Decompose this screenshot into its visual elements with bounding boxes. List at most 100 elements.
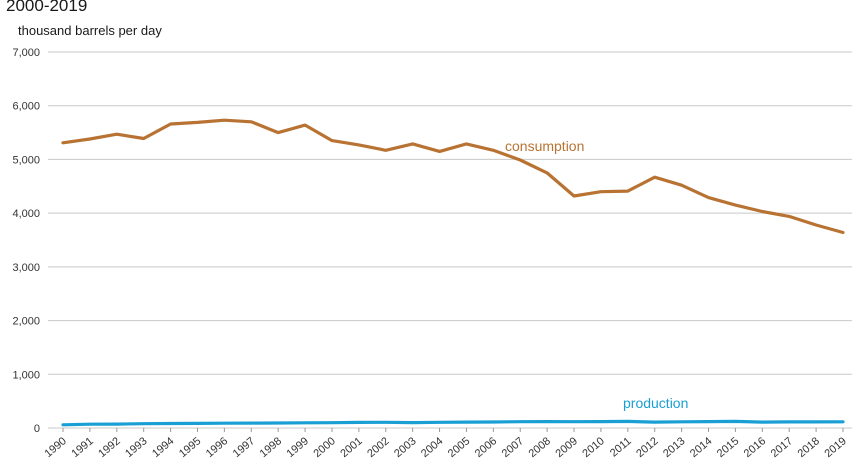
data-point-production [411, 421, 414, 424]
series-line-production [61, 419, 845, 427]
data-point-production [88, 423, 92, 426]
x-tick-label: 1990 [42, 435, 68, 460]
data-point-production [465, 420, 468, 424]
data-point-production [330, 421, 334, 424]
data-point-production [61, 423, 65, 426]
x-tick-label: 1999 [285, 435, 311, 460]
y-tick-label: 7,000 [12, 47, 40, 59]
x-tick-label: 2004 [419, 435, 445, 460]
x-tick-label: 2002 [365, 435, 391, 460]
data-point-production [680, 420, 683, 423]
data-point-consumption [653, 175, 656, 179]
x-tick-label: 2018 [796, 435, 822, 460]
x-axis-ticks: 1990 1991 1992 1993 1994 1995 1996 1997 1998 1999… [42, 428, 849, 460]
y-axis-ticks: 0 1,000 2,000 3,000 4,000 5,000 6,000 7,000 [12, 47, 40, 435]
series-label-consumption: consumption [505, 138, 584, 154]
x-tick-label: 2017 [769, 435, 795, 460]
data-point-production [276, 421, 280, 425]
y-tick-label: 5,000 [12, 154, 40, 166]
data-point-consumption [276, 131, 280, 134]
data-point-consumption [761, 210, 764, 213]
series-label-production: production [623, 395, 688, 411]
x-tick-label: 2011 [608, 435, 634, 459]
x-tick-label: 2009 [553, 435, 579, 460]
data-point-consumption [519, 158, 522, 162]
x-tick-label: 1996 [204, 435, 230, 460]
y-tick-label: 6,000 [12, 101, 40, 113]
x-tick-label: 2006 [473, 435, 499, 460]
data-point-production [707, 420, 710, 423]
data-point-consumption [492, 149, 495, 152]
series-line-consumption [61, 118, 845, 235]
x-tick-label: 2015 [715, 435, 741, 460]
data-point-production [841, 420, 845, 423]
data-point-consumption [626, 189, 630, 193]
data-point-consumption [303, 123, 307, 127]
x-tick-label: 1991 [69, 435, 95, 460]
data-point-production [196, 422, 199, 425]
x-tick-label: 2016 [742, 435, 768, 460]
x-tick-label: 2010 [580, 435, 606, 460]
data-point-production [572, 420, 576, 423]
data-point-production [223, 421, 226, 425]
x-tick-label: 1993 [123, 435, 149, 460]
data-point-consumption [330, 139, 334, 142]
data-point-consumption [223, 119, 226, 122]
data-point-production [734, 420, 737, 423]
x-tick-label: 2019 [822, 435, 848, 460]
data-point-production [653, 420, 656, 424]
data-point-production [814, 420, 818, 424]
data-point-consumption [169, 122, 172, 126]
y-tick-label: 1,000 [12, 369, 40, 381]
x-tick-label: 2013 [661, 435, 687, 460]
data-point-consumption [142, 137, 145, 140]
x-tick-label: 1992 [96, 435, 122, 460]
data-point-consumption [734, 203, 737, 207]
data-point-production [250, 421, 253, 425]
data-point-consumption [411, 142, 414, 146]
data-point-production [761, 420, 764, 424]
x-tick-label: 2003 [392, 435, 418, 460]
y-tick-label: 0 [34, 423, 40, 435]
data-point-consumption [841, 231, 845, 234]
data-point-consumption [115, 132, 118, 136]
data-point-consumption [250, 120, 253, 124]
y-axis-unit-label: thousand barrels per day [18, 23, 162, 38]
x-tick-label: 2012 [634, 435, 660, 460]
x-tick-label: 2008 [527, 435, 553, 460]
data-point-production [169, 422, 172, 425]
y-tick-label: 4,000 [12, 208, 40, 220]
series-lines [61, 118, 845, 427]
data-point-consumption [599, 190, 603, 193]
data-point-production [384, 421, 387, 424]
data-point-production [788, 420, 791, 424]
data-point-consumption [465, 142, 468, 146]
x-tick-label: 1994 [150, 435, 176, 460]
x-tick-label: 1997 [231, 435, 257, 460]
y-tick-label: 3,000 [12, 262, 40, 274]
data-point-production [115, 422, 118, 426]
gridlines [48, 51, 852, 429]
chart-title: 2000-2019 [6, 0, 88, 15]
data-point-consumption [707, 196, 710, 199]
x-tick-label: 1995 [177, 435, 203, 460]
data-point-production [599, 420, 603, 423]
data-point-consumption [545, 171, 549, 175]
data-point-production [545, 420, 549, 423]
data-point-production [142, 422, 145, 425]
data-point-production [303, 421, 307, 425]
x-tick-label: 2001 [338, 435, 364, 460]
data-point-production [438, 421, 441, 424]
data-point-consumption [88, 137, 92, 141]
x-tick-label: 2007 [500, 435, 526, 460]
x-tick-label: 2000 [311, 435, 337, 460]
data-point-consumption [788, 215, 791, 218]
data-point-production [626, 420, 630, 423]
data-point-consumption [196, 121, 199, 124]
data-point-production [357, 421, 361, 424]
data-point-consumption [438, 150, 441, 153]
data-point-consumption [572, 194, 576, 198]
data-point-consumption [384, 149, 387, 152]
data-point-consumption [814, 223, 818, 227]
